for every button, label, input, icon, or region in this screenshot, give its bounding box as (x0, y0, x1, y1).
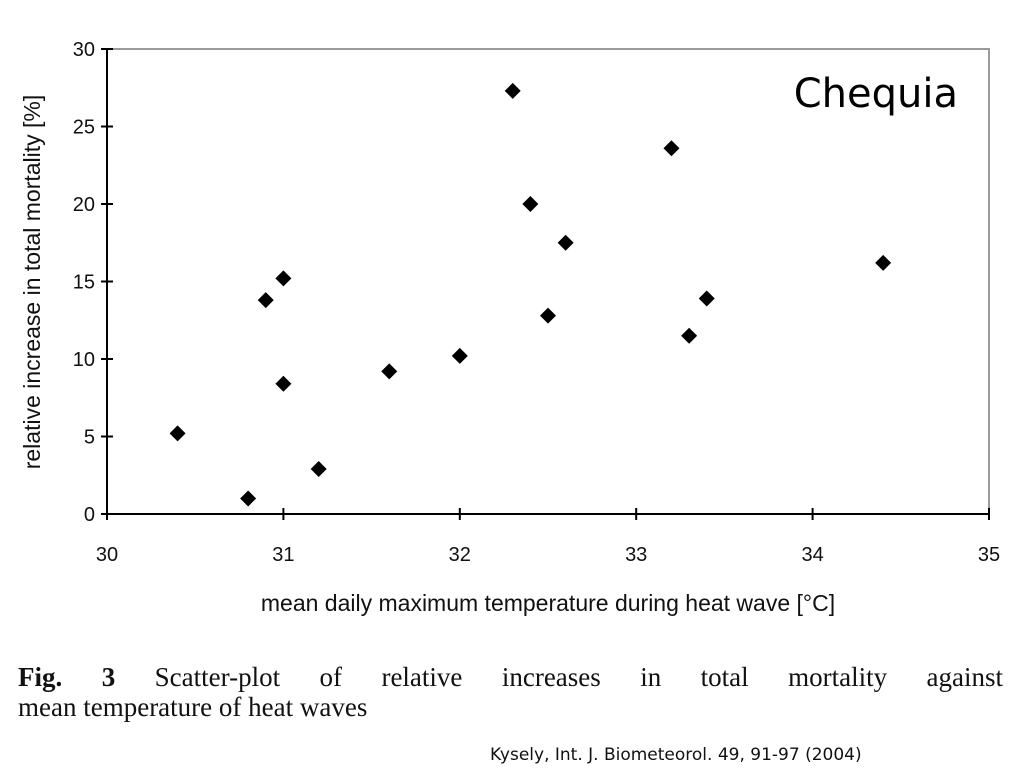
y-tick-label: 20 (73, 194, 95, 216)
data-point (504, 82, 521, 99)
y-tick-label: 30 (73, 39, 95, 61)
x-tick-label: 34 (801, 544, 823, 566)
y-axis-title: relative increase in total mortality [%] (19, 95, 45, 470)
data-point (875, 254, 892, 271)
caption-fig-label: Fig. 3 (18, 662, 116, 692)
data-point (451, 347, 468, 364)
data-point (257, 292, 274, 309)
y-tick-label: 25 (73, 117, 95, 139)
data-point (275, 270, 292, 287)
x-axis-title: mean daily maximum temperature during he… (261, 590, 835, 616)
data-point (169, 425, 186, 442)
data-point (663, 140, 680, 157)
x-tick-label: 33 (625, 544, 647, 566)
plot-frame (106, 48, 990, 515)
y-tick-label: 5 (84, 427, 95, 449)
data-point (557, 234, 574, 251)
data-points (169, 82, 892, 507)
scatter-chart: 30 31 32 33 34 35 0 5 10 15 20 25 30 Chequia mean d… (19, 39, 1000, 616)
x-tick-label: 35 (978, 544, 1000, 566)
caption-line-1: Scatter-plot of relative increases in to… (154, 662, 1004, 692)
data-point (522, 196, 539, 212)
data-point (310, 461, 327, 478)
x-ticks: 30 31 32 33 34 35 (96, 508, 1000, 566)
y-ticks: 0 5 10 15 20 25 30 (73, 39, 113, 526)
data-point (381, 363, 398, 380)
data-point (275, 375, 292, 392)
data-point (240, 490, 257, 507)
y-tick-label: 15 (73, 272, 95, 294)
data-point (698, 290, 715, 307)
overlay-label: Chequia (794, 71, 958, 117)
data-point (540, 307, 556, 324)
caption-line-2: mean temperature of heat waves (18, 692, 368, 722)
x-tick-label: 30 (96, 544, 118, 566)
x-tick-label: 32 (449, 544, 471, 566)
y-tick-label: 10 (73, 349, 95, 371)
figure-caption: Fig. 3 Scatter-plot of relative increase… (18, 662, 1003, 722)
citation: Kysely, Int. J. Biometeorol. 49, 91-97 (… (490, 745, 862, 765)
x-tick-label: 31 (272, 544, 294, 566)
data-point (681, 327, 698, 344)
y-tick-label: 0 (84, 504, 95, 526)
